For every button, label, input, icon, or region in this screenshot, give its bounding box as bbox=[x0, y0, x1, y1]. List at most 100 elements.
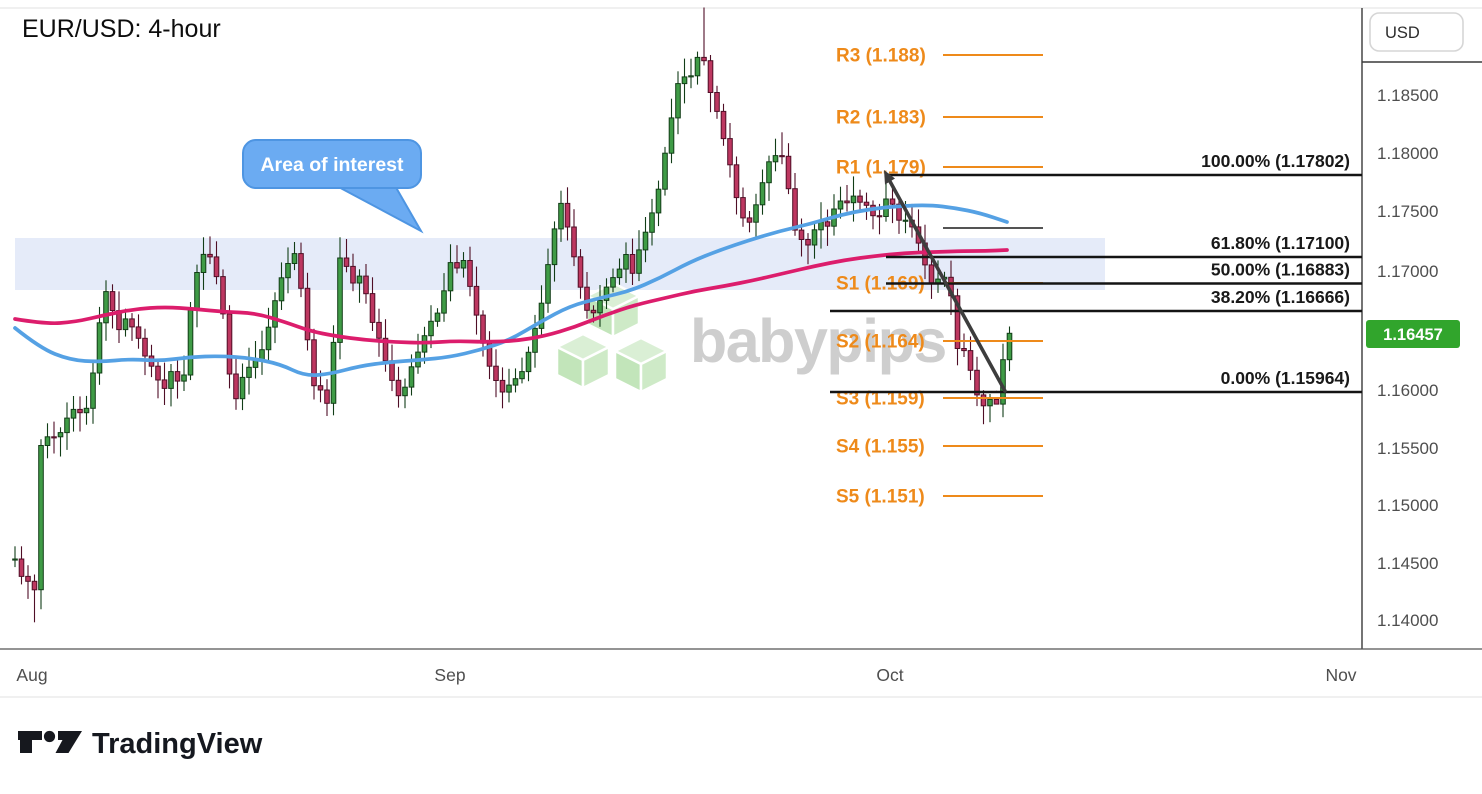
candle-body bbox=[174, 371, 181, 382]
candle-body bbox=[902, 219, 909, 222]
tradingview-logo-icon bbox=[18, 730, 82, 753]
candle-body bbox=[109, 291, 116, 312]
candle-body bbox=[629, 254, 636, 274]
candle-body bbox=[200, 253, 207, 273]
candle-body bbox=[408, 366, 415, 388]
candle-body bbox=[688, 75, 694, 78]
fib-label: 0.00% (1.15964) bbox=[1221, 368, 1350, 388]
candle-body bbox=[824, 221, 831, 227]
candle-body bbox=[662, 152, 668, 190]
candle-body bbox=[428, 320, 434, 337]
pivot-label: R3 (1.188) bbox=[836, 46, 926, 67]
moving-averages[interactable] bbox=[13, 203, 1009, 377]
currency-toggle-button[interactable] bbox=[1369, 12, 1464, 52]
candle-body bbox=[850, 195, 857, 204]
candle-body bbox=[655, 188, 662, 214]
chart-title: EUR/USD: 4-hour bbox=[22, 15, 221, 43]
candle-body bbox=[993, 398, 1000, 405]
callout-bubble[interactable] bbox=[242, 139, 422, 189]
candle-body bbox=[642, 231, 649, 251]
price-tick-label: 1.14000 bbox=[1377, 611, 1438, 630]
pivot-label: S2 (1.164) bbox=[836, 332, 925, 353]
trendline-arrowhead-icon bbox=[884, 170, 895, 185]
candle-body bbox=[64, 417, 70, 434]
candle-body bbox=[473, 285, 480, 316]
candle-body bbox=[311, 339, 317, 387]
candle-body bbox=[499, 379, 506, 393]
price-axis[interactable]: 1.18500 1.18000 1.17500 1.17000 1.16000 1.155… bbox=[1366, 12, 1464, 630]
candle-body bbox=[675, 83, 681, 119]
trendline-segment[interactable] bbox=[885, 174, 1007, 393]
candle-body bbox=[272, 300, 278, 328]
candle-body bbox=[668, 117, 675, 154]
candle-body bbox=[337, 257, 343, 343]
candle-body bbox=[25, 575, 31, 582]
candle-body bbox=[772, 155, 779, 163]
candle-body bbox=[558, 202, 564, 230]
pivot-label: S3 (1.159) bbox=[836, 389, 925, 410]
candle-body bbox=[265, 326, 272, 351]
candle-body bbox=[382, 337, 389, 362]
month-tick-label[interactable]: Aug bbox=[16, 665, 47, 685]
candle-body bbox=[213, 256, 220, 278]
candle-body bbox=[681, 76, 688, 85]
candle-body bbox=[785, 155, 792, 190]
time-axis[interactable]: Aug Sep Oct Nov bbox=[16, 665, 1356, 685]
fib-retracement[interactable]: 100.00% (1.17802) 61.80% (1.17100) 50.00% … bbox=[830, 151, 1362, 394]
candle-body bbox=[103, 291, 109, 324]
candle-body bbox=[753, 204, 759, 223]
candle-body bbox=[239, 376, 246, 400]
candle-body bbox=[1006, 332, 1013, 361]
candle-body bbox=[590, 309, 597, 314]
candle-body bbox=[460, 260, 467, 269]
month-tick-label[interactable]: Nov bbox=[1325, 665, 1356, 685]
tradingview-footer[interactable]: TradingView bbox=[18, 728, 263, 760]
candle-body bbox=[395, 379, 402, 397]
candle-body bbox=[525, 351, 532, 373]
candle-body bbox=[12, 558, 18, 561]
candle-body bbox=[766, 161, 772, 184]
pivot-label: S1 (1.169) bbox=[836, 274, 925, 295]
area-of-interest-callout[interactable]: Area of interest bbox=[242, 139, 424, 234]
candle-body bbox=[226, 313, 233, 375]
price-tick-labels: 1.18500 1.18000 1.17500 1.17000 1.16000 1.155… bbox=[1377, 86, 1438, 630]
candle-body bbox=[733, 164, 740, 199]
month-tick-label[interactable]: Sep bbox=[434, 665, 465, 685]
price-tick-label: 1.18000 bbox=[1377, 144, 1438, 163]
candle-body bbox=[636, 249, 642, 274]
candle-body bbox=[207, 253, 213, 258]
candle-body bbox=[694, 56, 701, 77]
candle-body bbox=[928, 264, 935, 284]
candle-body bbox=[980, 394, 987, 407]
month-tick-label[interactable]: Oct bbox=[876, 665, 903, 685]
candle-body bbox=[77, 408, 83, 414]
candle-body bbox=[623, 254, 629, 270]
candle-body bbox=[278, 277, 285, 302]
candle-body bbox=[798, 229, 805, 241]
candle-body bbox=[844, 200, 850, 204]
last-price-badge: 1.16457 bbox=[1366, 320, 1460, 348]
candle-body bbox=[168, 371, 174, 389]
price-tick-label: 1.17000 bbox=[1377, 262, 1438, 281]
price-tick-label: 1.18500 bbox=[1377, 86, 1438, 105]
callout-text: Area of interest bbox=[260, 154, 404, 176]
price-tick-label: 1.17500 bbox=[1377, 202, 1438, 221]
candle-body bbox=[434, 312, 441, 322]
candle-body bbox=[31, 580, 38, 591]
candle-body bbox=[551, 228, 558, 266]
candle-body bbox=[135, 326, 142, 339]
candle-body bbox=[837, 200, 844, 210]
candle-body bbox=[291, 253, 298, 265]
ma-slow-blue[interactable] bbox=[13, 203, 1009, 377]
babypips-watermark-text: babypips bbox=[690, 307, 946, 375]
pivot-levels[interactable]: R3 (1.188) R2 (1.183) R1 (1.179) S1 (1.169)… bbox=[836, 46, 1043, 508]
candle-body bbox=[324, 389, 330, 404]
candle-body bbox=[304, 287, 311, 341]
trendline[interactable] bbox=[884, 170, 1007, 393]
candle-body bbox=[441, 290, 447, 314]
candle-body bbox=[519, 371, 525, 380]
ma-fast-pink[interactable] bbox=[13, 248, 1009, 345]
candle-body bbox=[759, 182, 766, 206]
candle-body bbox=[70, 408, 77, 419]
